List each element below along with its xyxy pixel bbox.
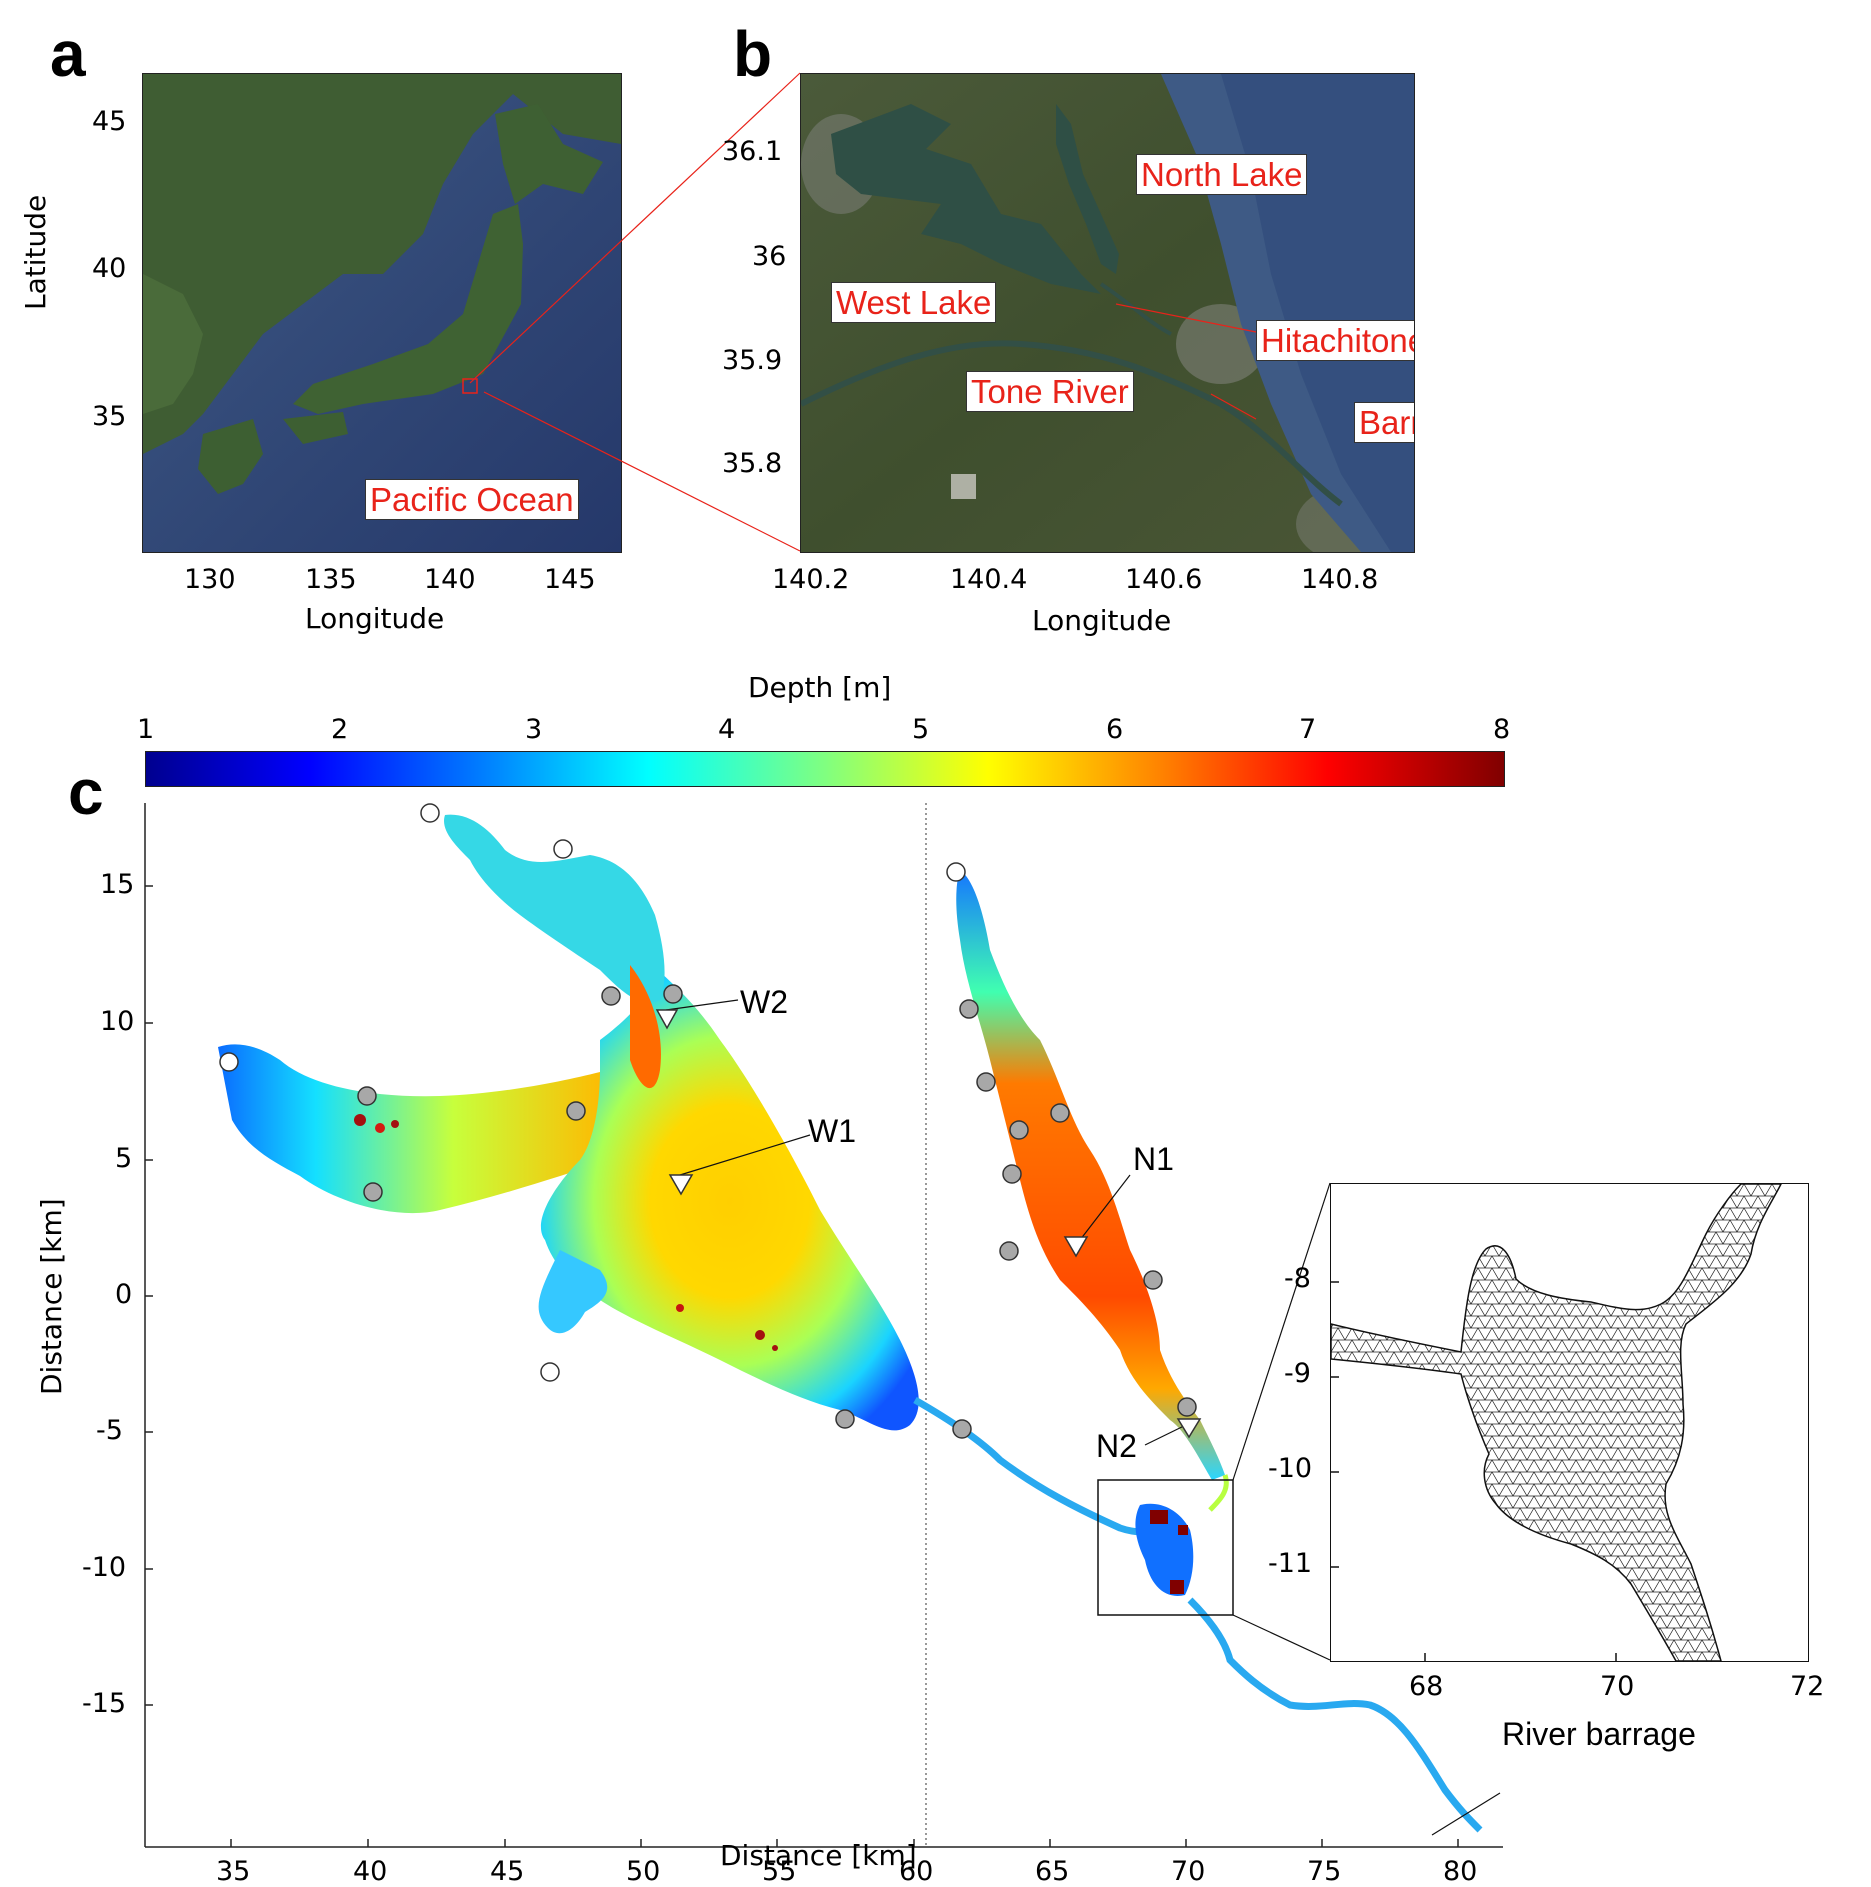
- inset-ytick-neg8: -8: [1284, 1263, 1311, 1294]
- panel-c-ytick-5: 5: [115, 1143, 133, 1174]
- station-n1-marker: [1063, 1236, 1089, 1258]
- panel-c-ytick-10: 10: [100, 1006, 135, 1037]
- depth-colorbar: [145, 751, 1505, 787]
- station-n2-label: N2: [1096, 1428, 1137, 1464]
- mesh-inset: [1330, 1183, 1809, 1662]
- hitachitone-river-label: Hitachitone River: [1256, 320, 1414, 361]
- west-lake-label: West Lake: [831, 282, 997, 323]
- panel-a-xtick-145: 145: [544, 564, 596, 595]
- panel-b-xlabel: Longitude: [1032, 604, 1172, 637]
- inset-xtick-68: 68: [1409, 1671, 1444, 1702]
- river-barrage-label: River barrage: [1502, 1716, 1696, 1752]
- tone-river-label: Tone River: [966, 371, 1134, 412]
- west-lake-west-arm: [218, 1044, 610, 1214]
- panel-a-xtick-130: 130: [184, 564, 236, 595]
- inset-ytick-neg9: -9: [1284, 1358, 1311, 1389]
- panel-a-ytick-35: 35: [92, 401, 127, 432]
- colorbar-tick-2: 2: [331, 714, 349, 745]
- west-lake-main-body: [540, 972, 919, 1431]
- station-w1-label: W1: [808, 1113, 856, 1149]
- panel-b-xtick-140-6: 140.6: [1125, 564, 1203, 595]
- station-w2-marker: [655, 1009, 679, 1030]
- colorbar-tick-6: 6: [1106, 714, 1124, 745]
- inset-ytick-neg10: -10: [1268, 1453, 1313, 1484]
- panel-b-letter: b: [733, 18, 773, 90]
- panel-b-ytick-36-1: 36.1: [722, 136, 783, 167]
- colorbar-tick-3: 3: [525, 714, 543, 745]
- panel-a-ytick-40: 40: [92, 253, 127, 284]
- panel-b-ytick-35-8: 35.8: [722, 448, 783, 479]
- panel-c-xlabel: Distance [km]: [720, 1839, 917, 1872]
- inset-ytick-neg11: -11: [1268, 1548, 1313, 1579]
- panel-b-xtick-140-2: 140.2: [772, 564, 850, 595]
- barrage-label: Barrage: [1354, 402, 1414, 443]
- colorbar-tick-8: 8: [1493, 714, 1511, 745]
- west-lake-south-arm: [538, 1250, 608, 1334]
- panel-c-ytick-neg10: -10: [82, 1552, 127, 1583]
- panel-c-ytick-neg15: -15: [82, 1688, 127, 1719]
- panel-b-ytick-35-9: 35.9: [722, 345, 783, 376]
- panel-a-letter: a: [50, 18, 86, 90]
- station-w2-label: W2: [740, 984, 788, 1020]
- station-n2-marker: [1176, 1418, 1202, 1439]
- panel-c-ylabel: Distance [km]: [35, 1198, 68, 1395]
- panel-a-xtick-140: 140: [424, 564, 476, 595]
- panel-c-letter: c: [68, 756, 104, 828]
- colorbar-tick-4: 4: [718, 714, 736, 745]
- panel-c-ytick-0: 0: [115, 1279, 133, 1310]
- panel-b-ytick-36: 36: [752, 241, 787, 272]
- open-boundary-markers: [219, 803, 966, 1382]
- north-lake-label: North Lake: [1136, 154, 1308, 195]
- panel-b-xtick-140-4: 140.4: [950, 564, 1028, 595]
- colorbar-tick-7: 7: [1299, 714, 1317, 745]
- colorbar-title: Depth [m]: [748, 671, 892, 704]
- west-lake-north-arm: [444, 814, 665, 1003]
- panel-a-xtick-135: 135: [305, 564, 357, 595]
- panel-c-ytick-neg5: -5: [96, 1415, 123, 1446]
- panel-c-ytick-15: 15: [100, 869, 135, 900]
- colorbar-tick-5: 5: [912, 714, 930, 745]
- study-area-satellite-map: North Lake West Lake Hitachitone River T…: [800, 73, 1415, 553]
- inset-xtick-72: 72: [1790, 1671, 1825, 1702]
- station-n1-label: N1: [1133, 1141, 1174, 1177]
- panel-b-xtick-140-8: 140.8: [1301, 564, 1379, 595]
- panel-a-ytick-45: 45: [92, 106, 127, 137]
- colorbar-tick-1: 1: [137, 714, 155, 745]
- north-lake: [956, 870, 1225, 1480]
- panel-a-xlabel: Longitude: [305, 602, 445, 635]
- inset-xtick-70: 70: [1600, 1671, 1635, 1702]
- inflow-markers: [357, 984, 1197, 1439]
- station-w1-marker: [668, 1174, 694, 1196]
